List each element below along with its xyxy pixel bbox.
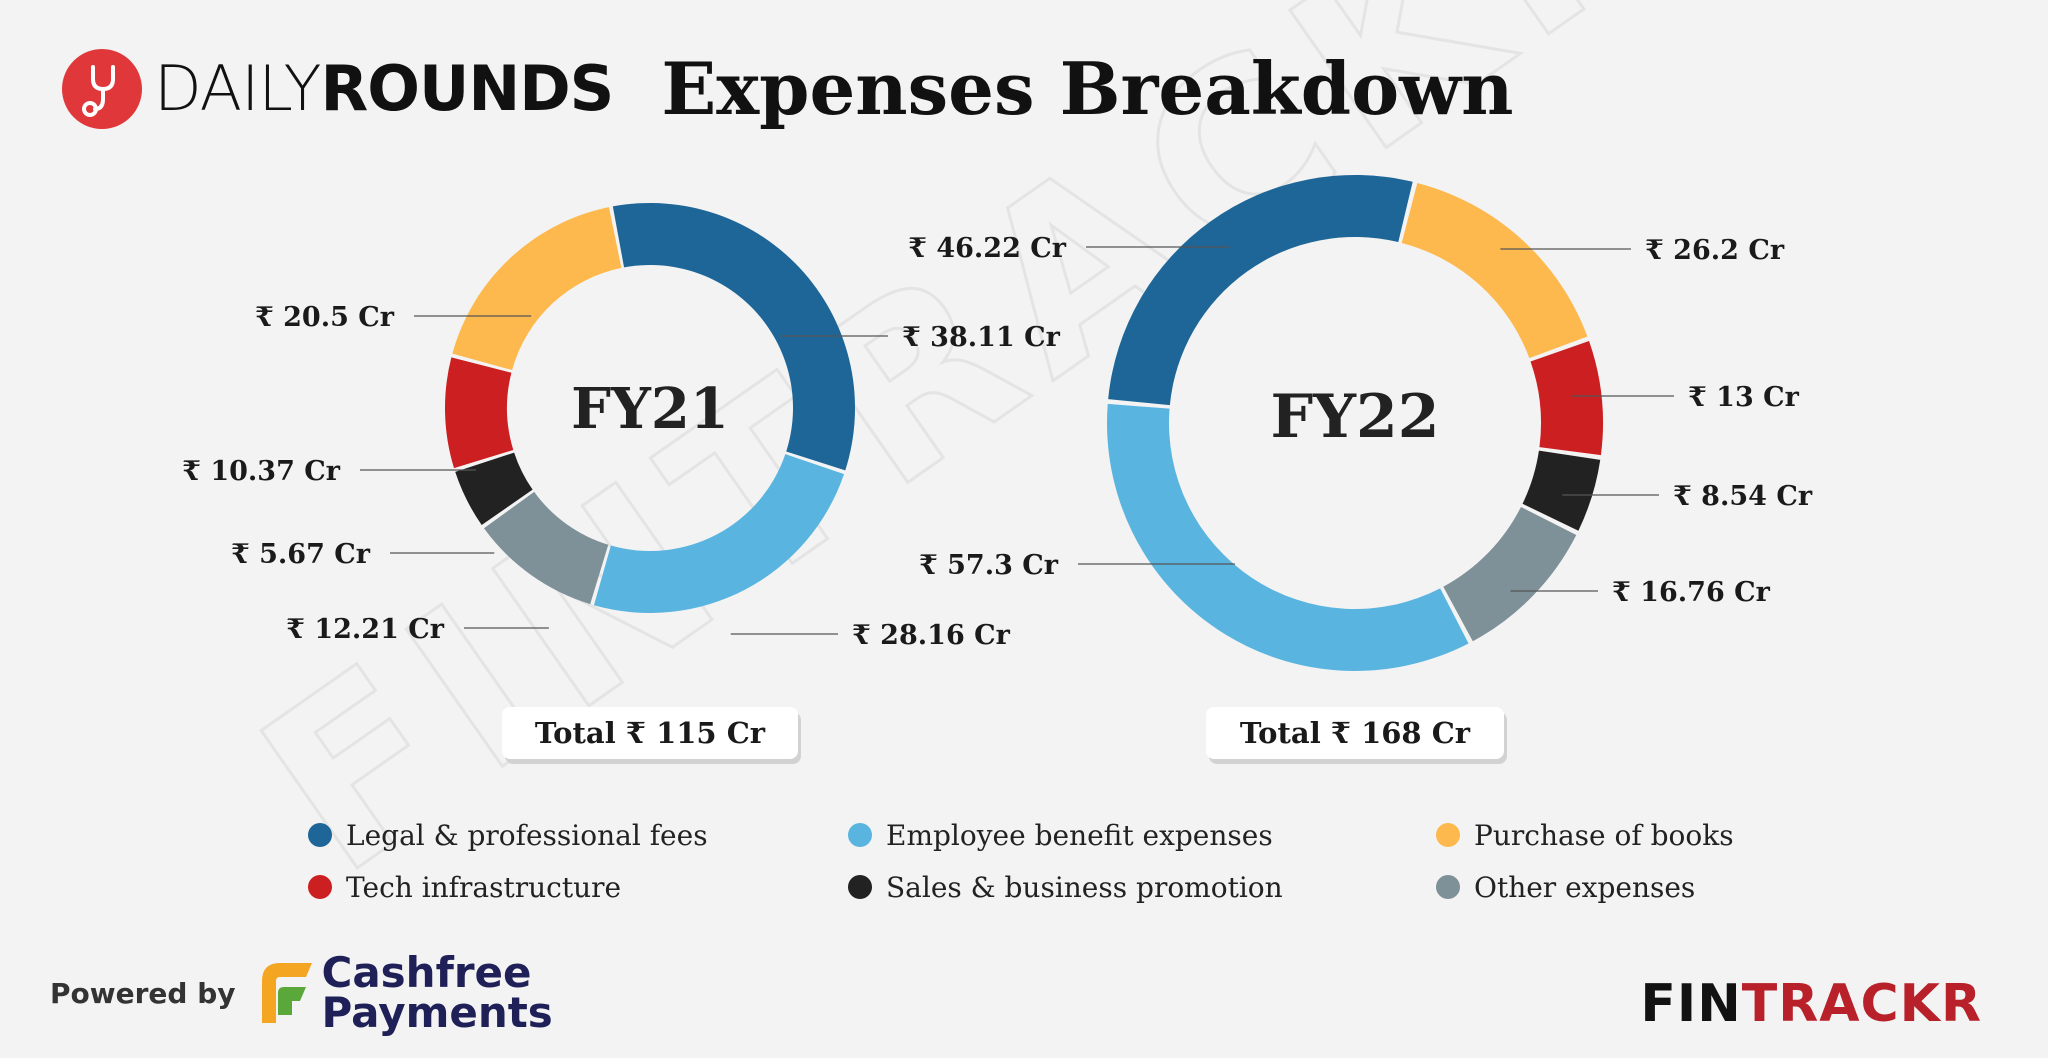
cashfree-icon bbox=[261, 963, 312, 1023]
header: DAILYROUNDS Expenses Breakdown bbox=[62, 44, 1513, 134]
legend-label-other: Other expenses bbox=[1474, 870, 1696, 904]
legend-swatch-legal bbox=[308, 823, 332, 847]
legend-label-legal: Legal & professional fees bbox=[346, 818, 708, 852]
value-label-sales: ₹ 8.54 Cr bbox=[1673, 481, 1813, 512]
brand-name-light: DAILY bbox=[154, 52, 322, 125]
legend-swatch-books bbox=[1436, 823, 1460, 847]
legend-label-tech: Tech infrastructure bbox=[346, 870, 622, 904]
value-label-tech: ₹ 10.37 Cr bbox=[182, 456, 341, 487]
total-box bbox=[1206, 707, 1504, 759]
cashfree-line-2: Payments bbox=[321, 988, 553, 1037]
value-label-books: ₹ 20.5 Cr bbox=[255, 302, 395, 333]
legend-item-employee: Employee benefit expenses bbox=[848, 818, 1436, 852]
slice-other bbox=[1443, 506, 1577, 642]
value-label-tech: ₹ 13 Cr bbox=[1688, 382, 1800, 413]
legend-label-sales: Sales & business promotion bbox=[886, 870, 1283, 904]
legend-label-books: Purchase of books bbox=[1474, 818, 1734, 852]
legend-swatch-tech bbox=[308, 875, 332, 899]
donut-fy22: ₹ 26.2 Cr ₹ 13 Cr ₹ 8.54 Cr ₹ 16.76 Cr ₹ 57.… bbox=[908, 175, 1813, 764]
slice-books bbox=[452, 207, 622, 371]
slice-employee bbox=[1107, 403, 1469, 672]
slice-sales bbox=[1522, 450, 1601, 531]
powered-by-label: Powered by bbox=[50, 976, 236, 1010]
legend-swatch-other bbox=[1436, 875, 1460, 899]
cashfree-line-1: Cashfree bbox=[321, 948, 532, 997]
fintrackr-logo: FINTRACKR bbox=[1640, 978, 1982, 1030]
legend-swatch-sales bbox=[848, 875, 872, 899]
slice-tech bbox=[1530, 340, 1604, 456]
value-label-employee: ₹ 28.16 Cr bbox=[852, 620, 1011, 651]
legend-swatch-employee bbox=[848, 823, 872, 847]
page-title: Expenses Breakdown bbox=[661, 46, 1514, 131]
dailyrounds-logo: DAILYROUNDS bbox=[62, 49, 614, 129]
donut-charts: ₹ 38.11 Cr ₹ 28.16 Cr ₹ 12.21 Cr ₹ 5.67 Cr ₹… bbox=[182, 175, 1813, 764]
legend-item-books: Purchase of books bbox=[1436, 818, 1808, 852]
legend: Legal & professional fees Employee benefi… bbox=[308, 818, 1808, 904]
slice-tech bbox=[445, 357, 514, 469]
slice-books bbox=[1401, 182, 1588, 359]
center-label: FY21 bbox=[571, 376, 729, 442]
slice-sales bbox=[455, 452, 533, 526]
legend-item-sales: Sales & business promotion bbox=[848, 870, 1436, 904]
value-label-sales: ₹ 5.67 Cr bbox=[231, 539, 371, 570]
slice-legal bbox=[612, 202, 855, 471]
brand-name: DAILYROUNDS bbox=[154, 58, 614, 120]
center-label: FY22 bbox=[1271, 382, 1440, 452]
fintrackr-trackr: TRACKR bbox=[1741, 974, 1982, 1034]
slice-other bbox=[483, 491, 609, 605]
stethoscope-icon bbox=[62, 49, 142, 129]
total-label: Total ₹ 168 Cr bbox=[1240, 716, 1471, 750]
fintrackr-fin: FIN bbox=[1640, 974, 1742, 1034]
donut-fy21: ₹ 38.11 Cr ₹ 28.16 Cr ₹ 12.21 Cr ₹ 5.67 Cr ₹… bbox=[182, 202, 1061, 764]
slice-legal bbox=[1108, 175, 1413, 406]
powered-by-section: Powered by Cashfree Payments bbox=[50, 948, 553, 1038]
legend-label-employee: Employee benefit expenses bbox=[886, 818, 1273, 852]
value-label-books: ₹ 26.2 Cr bbox=[1645, 235, 1785, 266]
brand-name-bold: ROUNDS bbox=[320, 52, 615, 125]
value-label-employee: ₹ 57.3 Cr bbox=[919, 550, 1059, 581]
total-box bbox=[502, 707, 798, 759]
value-label-legal: ₹ 38.11 Cr bbox=[902, 322, 1061, 353]
legend-item-tech: Tech infrastructure bbox=[308, 870, 848, 904]
value-label-legal: ₹ 46.22 Cr bbox=[908, 233, 1067, 264]
legend-item-other: Other expenses bbox=[1436, 870, 1808, 904]
value-label-other: ₹ 16.76 Cr bbox=[1612, 577, 1771, 608]
cashfree-wordmark: Cashfree Payments bbox=[321, 948, 553, 1037]
value-label-other: ₹ 12.21 Cr bbox=[286, 614, 445, 645]
slice-employee bbox=[593, 454, 845, 613]
legend-item-legal: Legal & professional fees bbox=[308, 818, 848, 852]
total-label: Total ₹ 115 Cr bbox=[535, 716, 766, 750]
